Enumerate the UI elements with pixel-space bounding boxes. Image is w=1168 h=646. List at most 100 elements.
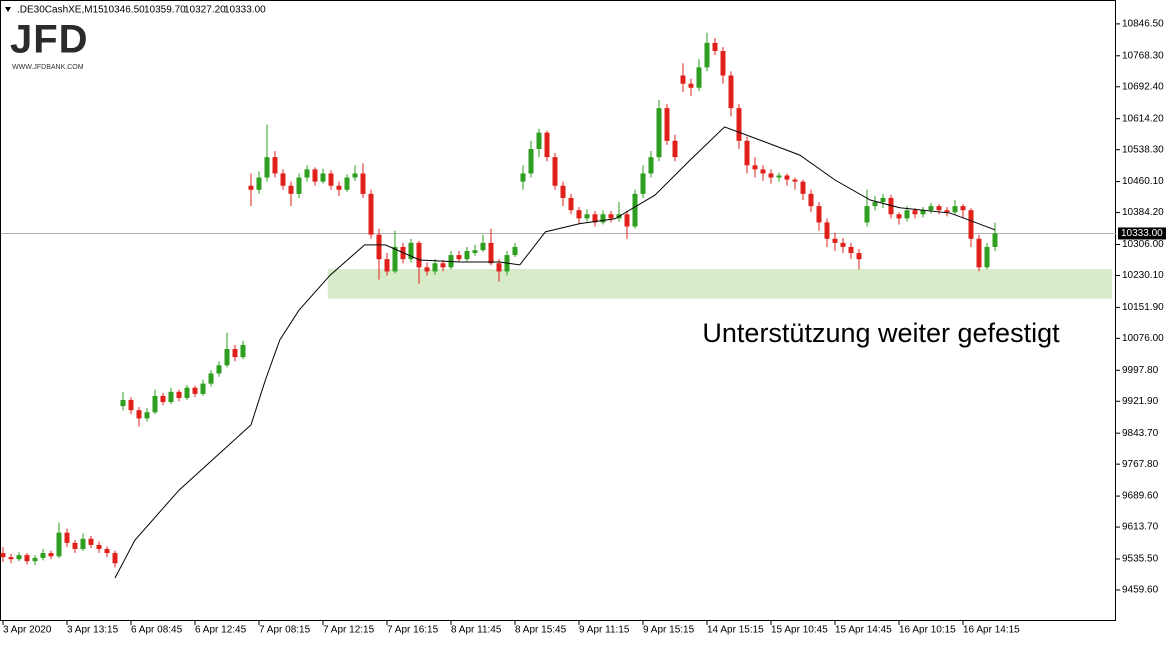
candle-body [168,391,174,403]
candle-body [528,148,534,174]
candle-body [584,214,590,219]
candle-body [128,400,134,411]
candle-body [552,157,558,186]
candle-body [728,75,734,109]
candle-body [208,373,214,384]
candle-body [888,197,894,215]
candle-body [200,383,206,394]
annotation: Unterstützung weiter gefestigt [702,318,1060,348]
candle-body [136,410,142,419]
candle-body [456,255,462,260]
candle-body [480,242,486,251]
candle-body [568,197,574,211]
x-tick-label: 16 Apr 10:15 [899,625,956,636]
y-tick-label: 10384.20 [1122,207,1164,218]
y-tick-label: 10768.30 [1122,50,1164,61]
candle-body [176,391,182,398]
candle-body [440,263,446,268]
y-tick-label: 10614.20 [1122,113,1164,124]
candle-body [936,206,942,211]
candle-body [544,132,550,158]
candle-body [336,185,342,190]
candle-body [816,206,822,223]
candle-body [288,185,294,194]
candle-body [96,544,102,549]
y-tick-label: 10151.90 [1122,302,1164,313]
candle-body [784,175,790,180]
x-tick-label: 15 Apr 14:45 [835,625,892,636]
y-tick-label: 9535.50 [1122,554,1159,565]
x-tick-label: 6 Apr 08:45 [131,625,183,636]
y-tick-label: 9613.70 [1122,522,1159,533]
candle-body [736,108,742,141]
candle-body [560,185,566,198]
y-tick-label: 9459.60 [1122,585,1159,596]
candle-body [144,412,150,419]
candle-body [648,157,654,174]
symbol: .DE30CashXE,M15 [17,5,104,16]
candle-body [904,210,910,219]
candle-body [272,157,278,174]
candle-body [792,179,798,182]
y-tick-label: 10230.10 [1122,270,1164,281]
candle-body [256,177,262,190]
candle-body [992,233,998,247]
candle-body [112,553,118,564]
candle-body [496,263,502,272]
candle-body [32,557,38,562]
candle-body [40,553,46,558]
candle-body [600,214,606,223]
y-tick-label: 9843.70 [1122,428,1159,439]
candle-body [488,242,494,264]
logo: JFD [10,18,89,62]
candle-body [536,132,542,149]
candle-body [520,173,526,182]
x-tick-label: 16 Apr 14:15 [963,625,1020,636]
x-tick-label: 3 Apr 13:15 [67,625,119,636]
candle-body [344,177,350,190]
candle-body [88,538,94,545]
candle-body [360,173,366,194]
candle-body [160,395,166,403]
y-tick-label: 10460.10 [1122,176,1164,187]
candle-body [920,210,926,215]
candle-body [472,250,478,254]
candle-body [464,251,470,260]
candle-body [408,242,414,260]
candle-body [664,108,670,141]
candle-body [576,210,582,219]
candle-body [432,263,438,272]
y-tick-label: 9997.80 [1122,365,1159,376]
candle-body [0,553,6,558]
candle-body [800,181,806,194]
candle-body [768,173,774,178]
candle-body [376,234,382,260]
candle-body [896,214,902,219]
candle-body [808,193,814,207]
plot-frame [0,0,1116,621]
candle-body [880,197,886,203]
candle-body [72,542,78,549]
candle-body [712,42,718,52]
quote-low: 10327.20 [184,5,226,16]
x-tick-label: 9 Apr 11:15 [579,625,630,636]
candle-body [776,175,782,178]
x-tick-label: 8 Apr 15:45 [515,625,567,636]
y-tick-label: 10076.00 [1122,333,1164,344]
candle-body [696,67,702,88]
candle-body [304,169,310,178]
y-tick-label: 9689.60 [1122,491,1159,502]
candle-body [264,157,270,178]
candle-body [688,83,694,88]
candle-body [672,140,678,158]
candle-body [8,557,14,560]
x-tick-label: 8 Apr 11:45 [451,625,502,636]
candle-body [720,51,726,76]
candle-body [48,553,54,557]
candle-body [848,246,854,254]
candle-body [240,344,246,358]
candle-body [232,348,238,358]
x-tick-label: 7 Apr 08:15 [259,625,311,636]
